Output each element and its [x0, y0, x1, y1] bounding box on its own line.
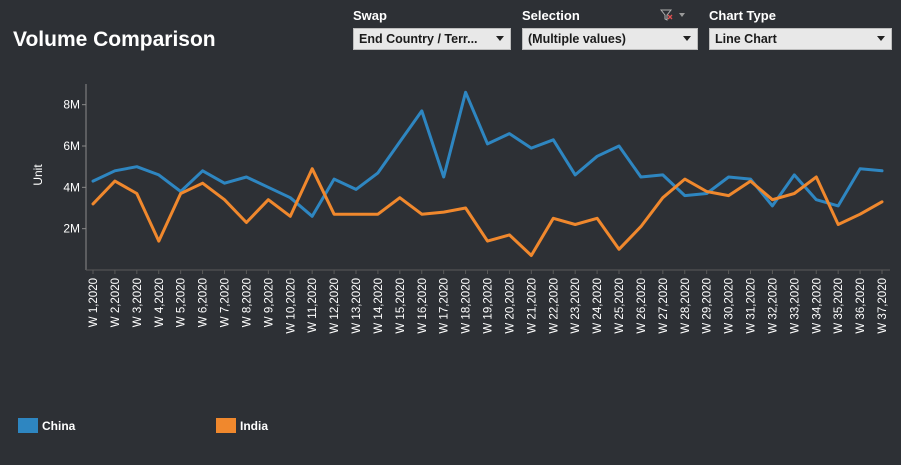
- x-tick-label: W 24,2020: [592, 278, 604, 334]
- x-tick-label: W 6,2020: [198, 278, 210, 327]
- x-tick-label: W 33,2020: [789, 278, 801, 334]
- x-tick-label: W 13,2020: [351, 278, 363, 334]
- x-tick-label: W 5,2020: [176, 278, 188, 327]
- chart-type-dropdown[interactable]: Line Chart: [709, 28, 892, 50]
- legend-item-china[interactable]: China: [18, 418, 75, 433]
- x-tick-label: W 17,2020: [439, 278, 451, 334]
- line-chart: 2M 4M 6M 8M Unit W 1,2020 W 2,2020 W 3,2020 W 4,…: [31, 84, 890, 334]
- selection-dropdown-value: (Multiple values): [528, 32, 626, 46]
- chart-type-label: Chart Type: [709, 8, 776, 23]
- legend-item-india[interactable]: India: [216, 418, 268, 433]
- x-tick-label: W 19,2020: [483, 278, 495, 334]
- series-line-india: [91, 167, 884, 257]
- x-tick-label: W 7,2020: [220, 278, 232, 327]
- x-tick-label: W 4,2020: [154, 278, 166, 327]
- legend-label-china: China: [42, 418, 76, 433]
- selection-dropdown[interactable]: (Multiple values): [522, 28, 698, 50]
- x-tick-label: W 12,2020: [329, 278, 341, 334]
- swap-dropdown[interactable]: End Country / Terr...: [353, 28, 511, 50]
- swap-dropdown-value: End Country / Terr...: [359, 32, 478, 46]
- legend-swatch-china: [18, 418, 38, 433]
- selection-control: Selection (Multiple values): [522, 8, 698, 50]
- x-tick-label: W 1,2020: [88, 278, 100, 327]
- x-tick-label: W 14,2020: [373, 278, 385, 334]
- x-tick-label: W 21,2020: [526, 278, 538, 334]
- x-tick-label: W 34,2020: [811, 278, 823, 334]
- x-tick-label: W 16,2020: [417, 278, 429, 334]
- x-tick-label: W 11,2020: [307, 278, 319, 333]
- x-tick-label: W 36,2020: [855, 278, 867, 334]
- x-tick-label: W 3,2020: [132, 278, 144, 327]
- series-line-china: [91, 90, 884, 218]
- x-tick-label: W 28,2020: [680, 278, 692, 334]
- clear-filter-icon[interactable]: [660, 9, 686, 21]
- x-tick-label: W 30,2020: [724, 278, 736, 334]
- legend-label-india: India: [240, 418, 269, 433]
- chevron-down-icon: [683, 36, 691, 41]
- x-tick-label: W 32,2020: [767, 278, 779, 334]
- x-tick-label: W 23,2020: [570, 278, 582, 334]
- swap-control: Swap End Country / Terr...: [353, 8, 511, 50]
- y-tick-label: 4M: [63, 180, 80, 194]
- x-tick-label: W 27,2020: [658, 278, 670, 334]
- swap-label: Swap: [353, 8, 387, 23]
- x-tick-label: W 25,2020: [614, 278, 626, 334]
- x-tick-label: W 22,2020: [548, 278, 560, 334]
- x-tick-label: W 26,2020: [636, 278, 648, 334]
- x-tick-label: W 10,2020: [285, 278, 297, 334]
- x-tick-label: W 15,2020: [395, 278, 407, 334]
- page-title: Volume Comparison: [13, 28, 216, 51]
- x-tick-label: W 31,2020: [746, 278, 758, 334]
- x-tick-label: W 29,2020: [702, 278, 714, 334]
- x-tick-label: W 20,2020: [504, 278, 516, 334]
- chart-type-dropdown-value: Line Chart: [715, 32, 777, 46]
- legend-swatch-india: [216, 418, 236, 433]
- chart-type-control: Chart Type Line Chart: [709, 8, 892, 50]
- chevron-down-icon: [877, 36, 885, 41]
- x-tick-label: W 8,2020: [241, 278, 253, 327]
- x-tick-label: W 35,2020: [833, 278, 845, 334]
- y-tick-label: 2M: [63, 222, 80, 236]
- x-tick-label: W 2,2020: [110, 278, 122, 327]
- y-axis-title: Unit: [31, 164, 45, 186]
- x-tick-label: W 18,2020: [461, 278, 473, 334]
- x-tick-label: W 9,2020: [263, 278, 275, 327]
- selection-label: Selection: [522, 8, 580, 23]
- y-tick-label: 8M: [63, 98, 80, 112]
- chevron-down-icon: [496, 36, 504, 41]
- x-tick-label: W 37,2020: [877, 278, 889, 334]
- y-tick-label: 6M: [63, 139, 80, 153]
